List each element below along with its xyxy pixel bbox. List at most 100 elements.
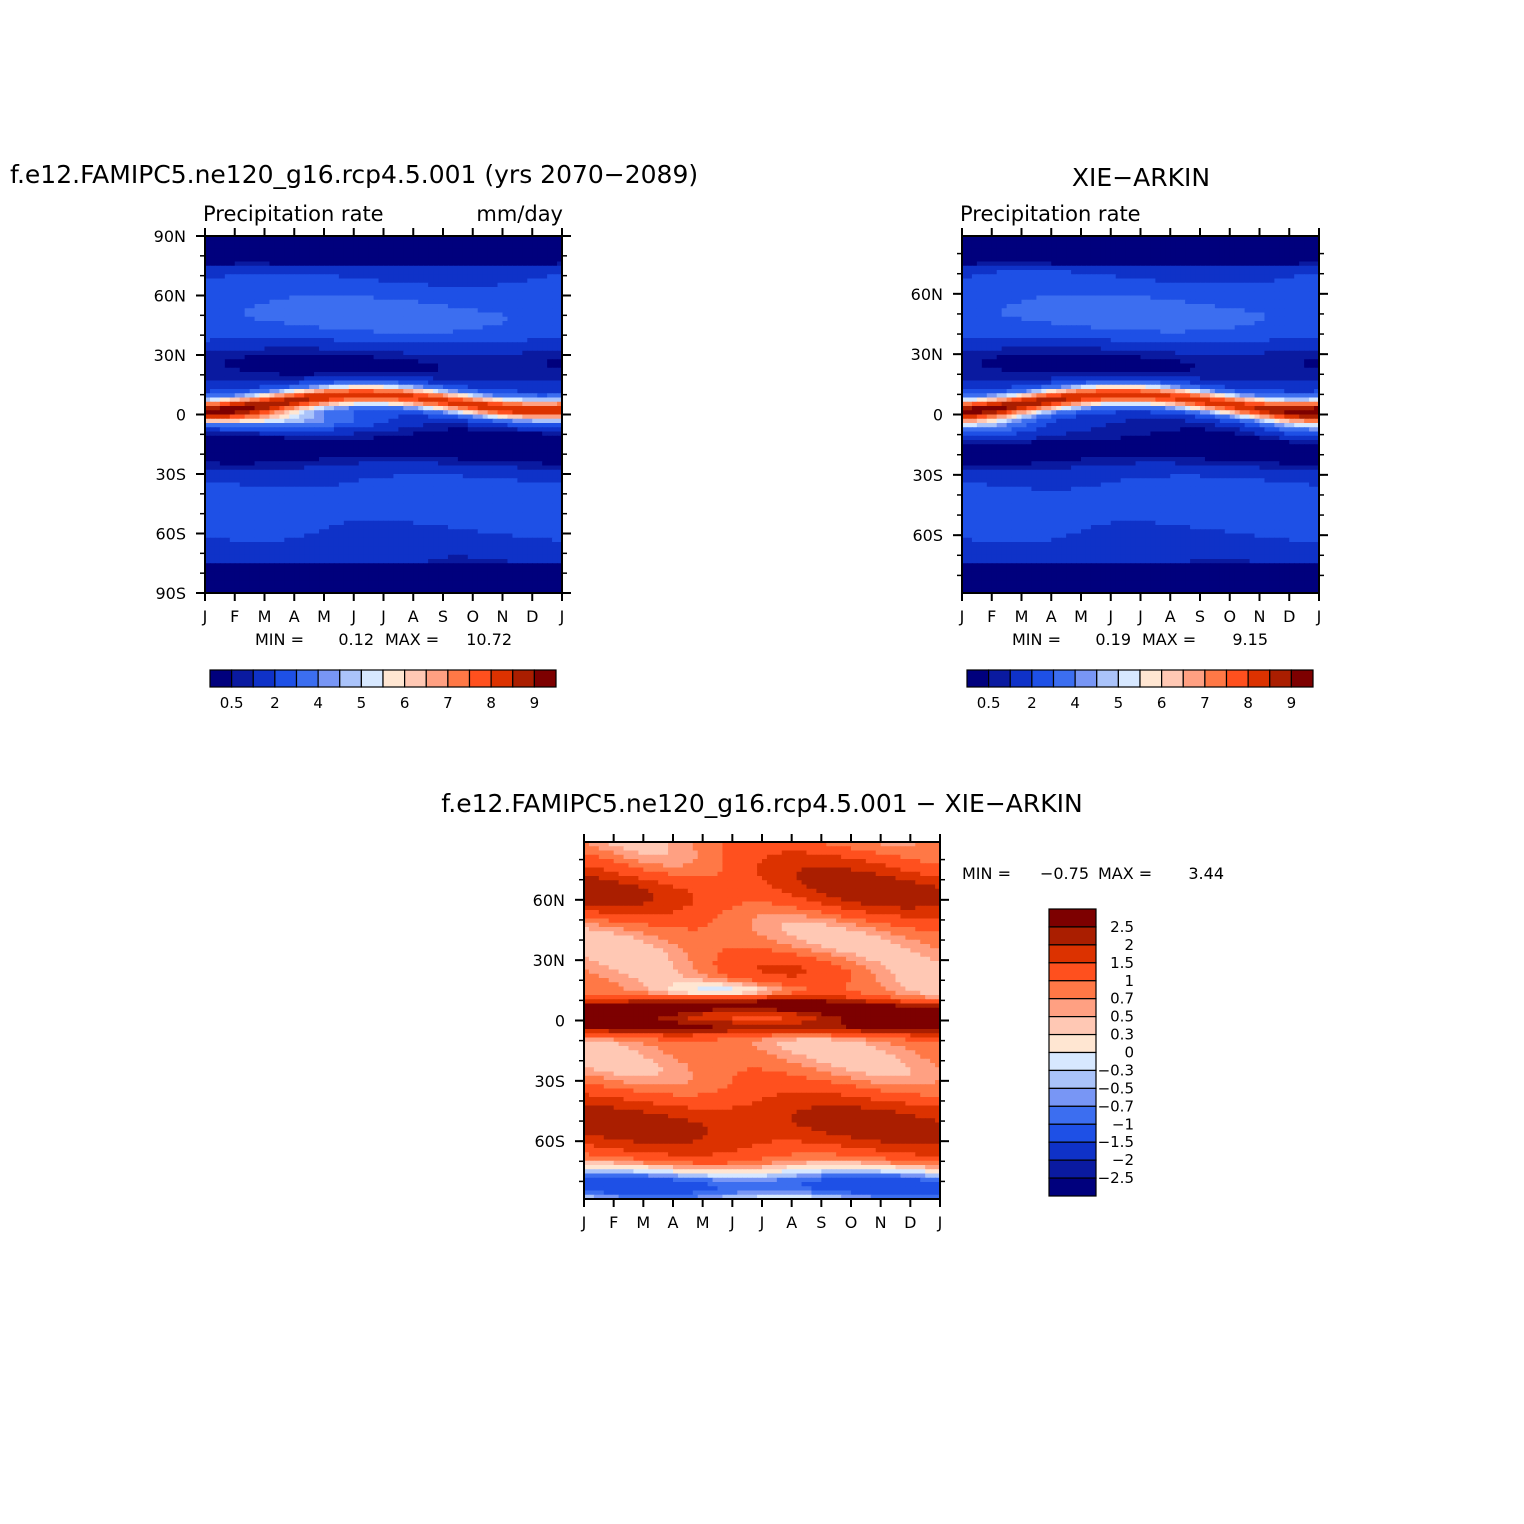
field-cell	[210, 470, 216, 475]
field-cell	[339, 317, 345, 322]
field-cell	[468, 351, 474, 356]
field-cell	[552, 453, 558, 458]
field-cell	[230, 274, 236, 279]
field-cell	[284, 300, 290, 305]
field-cell	[547, 253, 553, 258]
field-cell	[458, 389, 464, 394]
field-cell	[423, 317, 429, 322]
field-cell	[289, 478, 295, 483]
field-cell	[294, 325, 300, 330]
field-cell	[384, 249, 390, 254]
field-cell	[443, 364, 449, 369]
field-cell	[448, 313, 454, 318]
field-cell	[473, 406, 479, 411]
field-cell	[235, 313, 241, 318]
field-cell	[473, 432, 479, 437]
field-cell	[423, 338, 429, 343]
field-cell	[458, 393, 464, 398]
field-cell	[384, 474, 390, 479]
field-cell	[265, 402, 271, 407]
field-cell	[364, 274, 370, 279]
field-cell	[284, 359, 290, 364]
field-cell	[408, 257, 414, 262]
field-cell	[423, 325, 429, 330]
field-cell	[379, 257, 385, 262]
field-cell	[453, 300, 459, 305]
field-cell	[537, 410, 543, 415]
field-cell	[284, 313, 290, 318]
field-cell	[240, 449, 246, 454]
field-cell	[517, 389, 523, 394]
field-cell	[304, 381, 310, 386]
field-cell	[542, 444, 548, 449]
field-cell	[478, 274, 484, 279]
field-cell	[498, 495, 504, 500]
field-cell	[537, 364, 543, 369]
field-cell	[284, 427, 290, 432]
field-cell	[493, 291, 499, 296]
field-cell	[260, 338, 266, 343]
field-cell	[265, 504, 271, 509]
field-cell	[225, 440, 231, 445]
field-cell	[260, 453, 266, 458]
field-cell	[334, 296, 340, 301]
field-cell	[388, 517, 394, 522]
field-cell	[314, 325, 320, 330]
field-cell	[374, 521, 380, 526]
field-cell	[319, 500, 325, 505]
field-cell	[468, 287, 474, 292]
field-cell	[403, 240, 409, 245]
field-cell	[225, 266, 231, 271]
field-cell	[230, 342, 236, 347]
field-cell	[274, 321, 280, 326]
field-cell	[453, 240, 459, 245]
field-cell	[433, 270, 439, 275]
field-cell	[279, 483, 285, 488]
field-cell	[329, 406, 335, 411]
field-cell	[463, 389, 469, 394]
field-cell	[354, 249, 360, 254]
field-cell	[220, 466, 226, 471]
field-cell	[388, 253, 394, 258]
field-cell	[403, 385, 409, 390]
field-cell	[398, 410, 404, 415]
field-cell	[408, 376, 414, 381]
field-cell	[433, 381, 439, 386]
field-cell	[428, 304, 434, 309]
field-cell	[240, 461, 246, 466]
field-cell	[225, 389, 231, 394]
field-cell	[413, 274, 419, 279]
field-cell	[498, 449, 504, 454]
field-cell	[269, 483, 275, 488]
field-cell	[517, 483, 523, 488]
field-cell	[314, 359, 320, 364]
field-cell	[478, 461, 484, 466]
field-cell	[463, 355, 469, 360]
field-cell	[418, 257, 424, 262]
field-cell	[408, 372, 414, 377]
field-cell	[329, 330, 335, 335]
field-cell	[468, 453, 474, 458]
field-cell	[230, 504, 236, 509]
field-cell	[418, 266, 424, 271]
field-cell	[304, 325, 310, 330]
field-cell	[433, 308, 439, 313]
field-cell	[393, 240, 399, 245]
field-cell	[463, 432, 469, 437]
field-cell	[304, 517, 310, 522]
field-cell	[319, 270, 325, 275]
field-cell	[473, 321, 479, 326]
field-cell	[349, 342, 355, 347]
field-cell	[269, 279, 275, 284]
field-cell	[483, 279, 489, 284]
field-cell	[215, 529, 221, 534]
field-cell	[527, 521, 533, 526]
field-cell	[448, 266, 454, 271]
field-cell	[542, 385, 548, 390]
field-cell	[374, 512, 380, 517]
field-cell	[522, 491, 528, 496]
field-cell	[309, 440, 315, 445]
field-cell	[215, 359, 221, 364]
field-cell	[522, 406, 528, 411]
field-cell	[388, 478, 394, 483]
